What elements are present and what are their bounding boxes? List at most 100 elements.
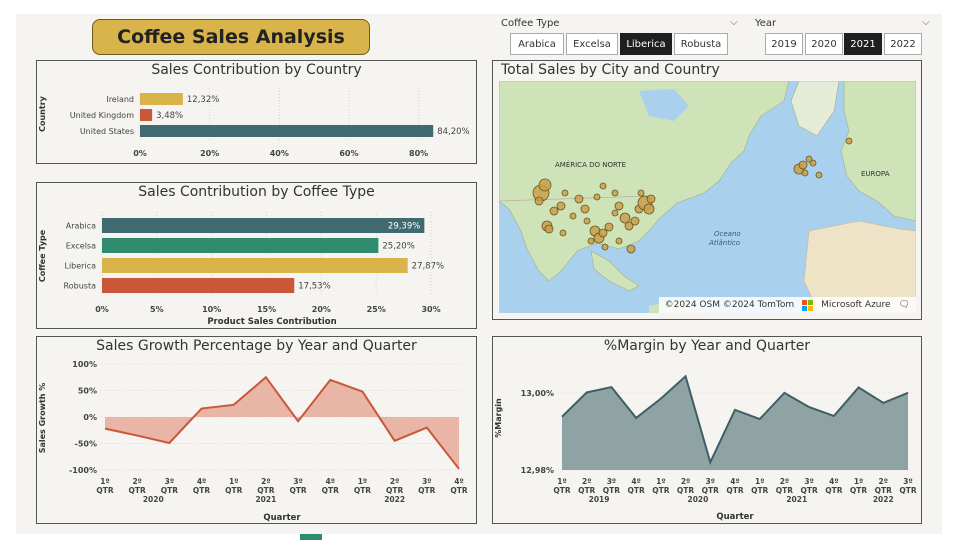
series-line [104, 375, 460, 470]
year-label: 2019 [589, 495, 610, 504]
label-europe: EUROPA [861, 170, 890, 178]
bar [102, 258, 408, 273]
series-area [105, 377, 459, 469]
x-tick-label: 4º [730, 477, 739, 486]
x-tick-label: 2º [582, 477, 591, 486]
dashboard-title: Coffee Sales Analysis [92, 19, 370, 55]
city-bubble [637, 189, 645, 197]
hudson-bay-lake [639, 89, 689, 121]
city-bubble [626, 244, 636, 254]
sales-map[interactable]: AMÉRICA DO NORTE EUROPA Oceano Atlântico… [499, 81, 916, 313]
city-bubble [805, 155, 813, 163]
microsoft-logo-icon [802, 299, 814, 311]
city-bubble [611, 209, 619, 217]
bar [102, 238, 379, 253]
year-label: 2020 [687, 495, 708, 504]
city-bubble [580, 204, 590, 214]
city-bubble [601, 243, 609, 251]
x-tick-label: 30% [421, 305, 440, 314]
x-tick-label: 3º [293, 477, 302, 486]
bar [102, 218, 425, 233]
series-line [561, 374, 909, 466]
category-label: Ireland [106, 95, 134, 104]
year-chevron-icon[interactable]: ⌵ [922, 17, 930, 28]
map-feedback-icon[interactable]: 🗨 [898, 300, 910, 310]
map-provider-text: Microsoft Azure [821, 300, 891, 310]
x-tick-label: 4º [197, 477, 206, 486]
x-tick-label-qtr: QTR [322, 486, 339, 495]
category-label: Arabica [66, 222, 96, 231]
data-label: 29,39% [388, 222, 420, 232]
country-chart: 0% 20% 40% 60% 80% Ireland 12,32% United Kingdo… [38, 88, 470, 158]
city-bubble [587, 237, 595, 245]
y-tick-label: 100% [72, 360, 97, 369]
y-tick-label: 12,98% [521, 466, 554, 475]
bar [140, 93, 183, 105]
coffee-type-button-robusta[interactable]: Robusta [674, 33, 728, 55]
x-tick-label-qtr: QTR [776, 486, 793, 495]
x-tick-label: 4º [829, 477, 838, 486]
coffee-type-chart: 0% 5% 10% 15% 20% 25% 30% Arabica 29,39% Excelsa 2… [38, 212, 444, 327]
coffee-type-button-excelsa[interactable]: Excelsa [566, 33, 618, 55]
coffee-type-button-arabica[interactable]: Arabica [510, 33, 564, 55]
city-bubble [643, 203, 655, 215]
growth-chart: -100%-50%0%50%100%1ºQTR2ºQTR3ºQTR4ºQTR1º… [38, 360, 468, 523]
city-bubble [611, 189, 619, 197]
year-button-2019[interactable]: 2019 [765, 33, 803, 55]
x-tick-label: 80% [409, 149, 428, 158]
x-tick-label-qtr: QTR [603, 486, 620, 495]
city-bubble [599, 182, 607, 190]
data-label: 3,48% [156, 111, 183, 121]
us-canada-border [499, 195, 650, 202]
y-tick-label: -100% [69, 466, 97, 475]
coffee-type-chart-title: Sales Contribution by Coffee Type [138, 184, 375, 200]
x-tick-label-qtr: QTR [418, 486, 435, 495]
year-button-2021[interactable]: 2021 [844, 33, 882, 55]
x-tick-label: 3º [422, 477, 431, 486]
category-label: United States [80, 127, 134, 136]
x-tick-label: 20% [200, 149, 219, 158]
x-tick-label: 20% [312, 305, 331, 314]
x-tick-label-qtr: QTR [726, 486, 743, 495]
label-north-america: AMÉRICA DO NORTE [555, 160, 626, 169]
coffee-type-chevron-icon[interactable]: ⌵ [730, 17, 738, 28]
x-tick-label: 1º [656, 477, 665, 486]
x-tick-label: 15% [257, 305, 276, 314]
x-tick-label: 4º [326, 477, 335, 486]
city-bubble [549, 206, 559, 216]
city-bubble [801, 169, 809, 177]
city-bubble [815, 171, 823, 179]
x-tick-label: 2º [390, 477, 399, 486]
page-tab-active[interactable] [300, 534, 322, 540]
city-bubble [630, 216, 640, 226]
year-slicer-label: Year [755, 18, 777, 29]
category-label: Excelsa [66, 242, 96, 251]
city-bubble [604, 222, 614, 232]
year-button-2022[interactable]: 2022 [884, 33, 922, 55]
x-tick-label-qtr: QTR [161, 486, 178, 495]
city-bubble [538, 178, 552, 192]
x-tick-label: 60% [339, 149, 358, 158]
data-label: 17,53% [298, 282, 330, 292]
x-tick-label-qtr: QTR [751, 486, 768, 495]
map-copyright-text: ©2024 OSM ©2024 TomTom [664, 300, 795, 310]
x-tick-label-qtr: QTR [825, 486, 842, 495]
y-tick-label: -50% [75, 440, 97, 449]
africa-landmass [803, 220, 916, 313]
x-tick-label: 2º [132, 477, 141, 486]
label-ocean-line1: Oceano [714, 230, 741, 238]
y-tick-label: 13,00% [521, 389, 554, 398]
city-bubble [845, 137, 853, 145]
x-tick-label-qtr: QTR [702, 486, 719, 495]
x-tick-label-qtr: QTR [289, 486, 306, 495]
x-tick-label-qtr: QTR [225, 486, 242, 495]
year-button-2020[interactable]: 2020 [805, 33, 843, 55]
x-tick-label: 2º [261, 477, 270, 486]
x-axis-title: Product Sales Contribution [207, 317, 336, 327]
bar [140, 109, 153, 121]
year-label: 2021 [255, 495, 276, 504]
coffee-type-button-liberica[interactable]: Liberica [620, 33, 672, 55]
x-tick-label-qtr: QTR [677, 486, 694, 495]
x-tick-label-qtr: QTR [257, 486, 274, 495]
x-tick-label: 0% [133, 149, 147, 158]
